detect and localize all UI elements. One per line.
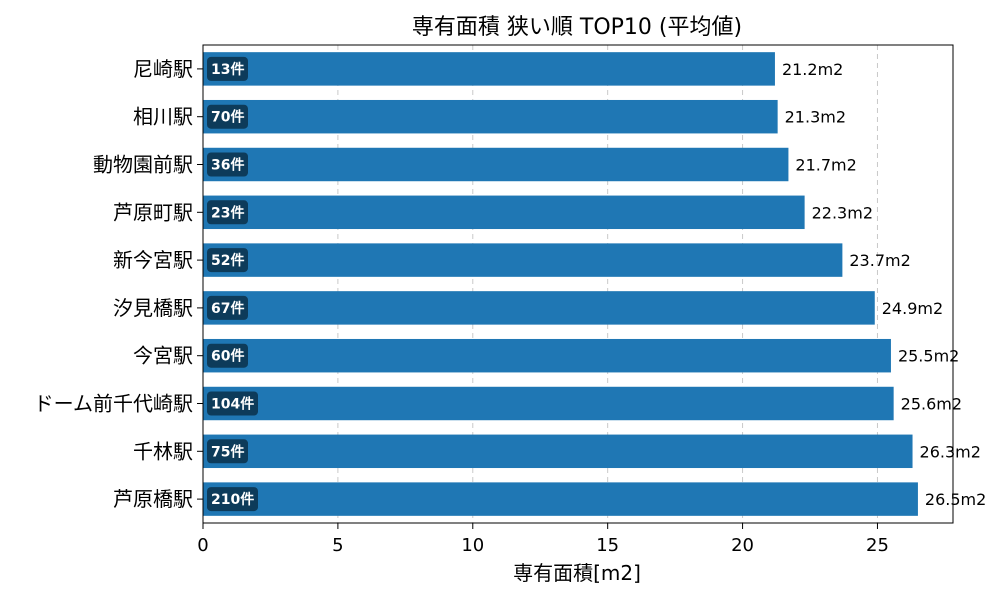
bar [203,338,891,373]
count-badge [207,343,248,368]
chart-title: 専有面積 狭い順 TOP10 (平均値) [412,15,742,40]
value-label: 22.3m2 [812,203,873,222]
count-badge [207,152,248,177]
x-tick-label: 25 [866,535,889,556]
count-label: 23件 [211,204,244,221]
x-tick-label: 0 [197,535,208,556]
bar [203,482,918,516]
value-label: 21.2m2 [782,60,843,79]
bar [203,291,875,325]
category-label: 汐見橋駅 [113,296,193,320]
count-badge [207,439,248,464]
category-label: 動物園前駅 [93,153,193,177]
category-label: 今宮駅 [133,344,193,368]
value-label: 21.7m2 [795,156,856,175]
x-tick-label: 20 [731,535,754,556]
category-label: 尼崎駅 [133,57,193,81]
x-tick-label: 5 [332,535,343,556]
x-tick-label: 10 [461,535,484,556]
value-label: 26.5m2 [925,490,986,509]
count-label: 210件 [211,491,254,508]
value-label: 26.3m2 [920,442,981,461]
category-label: 芦原町駅 [113,200,193,224]
value-label: 25.5m2 [898,347,959,366]
count-label: 75件 [211,443,244,460]
bar [203,52,775,86]
category-label: 相川駅 [133,105,193,129]
count-label: 36件 [211,157,244,174]
bar [203,99,778,134]
count-badge [207,391,258,416]
bar [203,434,913,469]
count-label: 104件 [211,396,254,413]
count-badge [207,200,248,225]
count-badge [207,104,248,129]
count-badge [207,295,248,320]
bar [203,147,789,182]
plot-frame [202,44,954,524]
x-tick-label: 15 [596,535,619,556]
count-badge [207,487,258,512]
count-badge [207,248,248,273]
value-label: 23.7m2 [849,251,910,270]
count-label: 60件 [211,348,244,365]
x-axis: 0 5 10 15 20 25 [197,523,889,556]
value-label: 24.9m2 [882,299,943,318]
category-label: 千林駅 [133,439,193,463]
value-label: 25.6m2 [901,395,962,414]
category-label: ドーム前千代崎駅 [34,392,193,416]
count-label: 70件 [211,109,244,126]
bar [203,195,805,230]
count-label: 52件 [211,252,244,269]
bar [203,386,894,421]
x-axis-label: 専有面積[m2] [513,561,641,585]
category-label: 芦原橋駅 [113,487,193,511]
bar [203,243,843,277]
category-label: 新今宮駅 [113,248,193,272]
value-label: 21.3m2 [785,108,846,127]
count-label: 67件 [211,300,244,317]
count-label: 13件 [211,61,244,78]
count-badge [207,56,248,81]
